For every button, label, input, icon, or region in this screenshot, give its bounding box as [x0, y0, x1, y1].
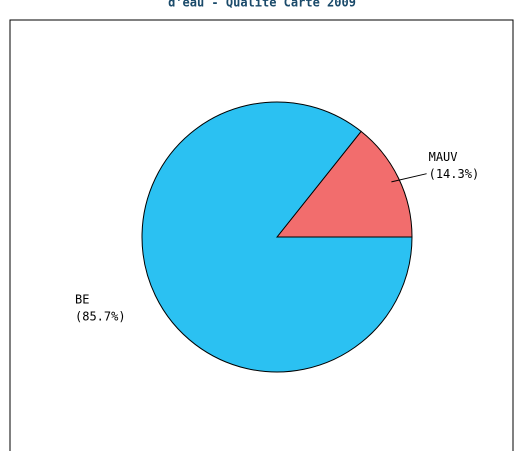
slice-value-label: (85.7%) [75, 310, 126, 324]
chart-title: d'eau - Qualité Carte 2009 [168, 0, 356, 10]
frame [9, 19, 514, 451]
pie-slice [141, 101, 413, 373]
slice-label: MAUV [429, 150, 458, 164]
leader-line [391, 173, 427, 183]
slice-label: BE [75, 293, 89, 307]
slice-value-label: (14.3%) [429, 167, 480, 181]
pie-slice [275, 130, 413, 238]
